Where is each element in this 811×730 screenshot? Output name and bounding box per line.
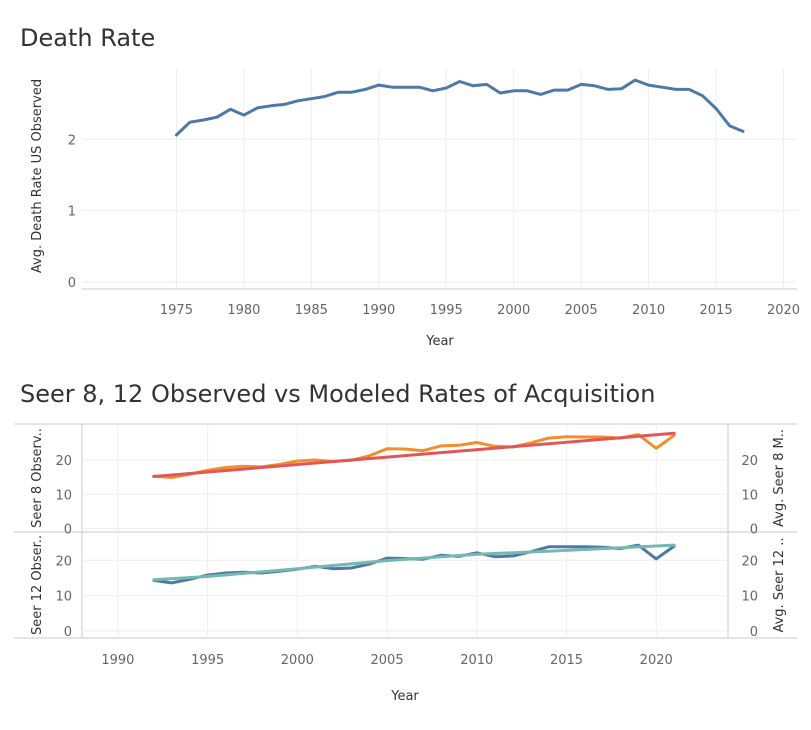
y-tick-label-left: 10 — [55, 488, 72, 503]
chart-title-seer: Seer 8, 12 Observed vs Modeled Rates of … — [20, 380, 656, 408]
x-tick-label: 1995 — [430, 303, 463, 318]
y-tick-label-right: 10 — [741, 590, 758, 605]
y-axis-title-left: Seer 12 Obser.. — [30, 535, 45, 635]
y-axis-title-left: Seer 8 Observ.. — [30, 428, 45, 528]
y-tick-label-right: 10 — [741, 488, 758, 503]
x-tick-label: 2015 — [550, 653, 583, 668]
x-tick-label: 1980 — [227, 303, 260, 318]
y-axis-title: Avg. Death Rate US Observed — [30, 79, 45, 273]
y-tick-label-right: 20 — [741, 554, 758, 569]
x-axis-title: Year — [390, 689, 419, 704]
y-tick-label: 0 — [68, 276, 76, 291]
y-axis-title-right: Avg. Seer 8 M.. — [772, 429, 787, 527]
y-tick-label-left: 20 — [55, 554, 72, 569]
x-tick-label: 1995 — [191, 653, 224, 668]
series-line-seer12-observed — [152, 543, 676, 585]
x-tick-label: 1975 — [160, 303, 193, 318]
x-tick-label: 2000 — [281, 653, 314, 668]
y-tick-label: 2 — [68, 133, 76, 148]
series-line-seer8-modeled — [152, 431, 676, 478]
x-tick-label: 1990 — [362, 303, 395, 318]
series-line-seer8-observed — [152, 433, 676, 479]
y-axis-title-right: Avg. Seer 12 .. — [772, 537, 787, 632]
y-tick-label-right: 20 — [741, 454, 758, 469]
x-tick-label: 2015 — [700, 303, 733, 318]
y-tick-label-left: 0 — [64, 523, 72, 538]
x-tick-label: 2010 — [460, 653, 493, 668]
x-tick-label: 2010 — [632, 303, 665, 318]
chart-title-death-rate: Death Rate — [20, 24, 156, 52]
y-tick-label-right: 0 — [750, 523, 758, 538]
y-tick-label-left: 0 — [64, 625, 72, 640]
x-tick-label: 2005 — [371, 653, 404, 668]
x-tick-label: 2020 — [767, 303, 800, 318]
y-tick-label-left: 10 — [55, 590, 72, 605]
y-tick-label-left: 20 — [55, 454, 72, 469]
x-axis-title: Year — [425, 334, 454, 349]
x-tick-label: 2020 — [640, 653, 673, 668]
x-tick-label: 2005 — [565, 303, 598, 318]
series-line-seer12-modeled — [152, 543, 676, 582]
y-tick-label: 1 — [68, 205, 76, 220]
series-line-death-rate — [174, 78, 745, 137]
x-tick-label: 1990 — [101, 653, 134, 668]
x-tick-label: 1985 — [295, 303, 328, 318]
x-tick-label: 2000 — [497, 303, 530, 318]
y-tick-label-right: 0 — [750, 625, 758, 640]
